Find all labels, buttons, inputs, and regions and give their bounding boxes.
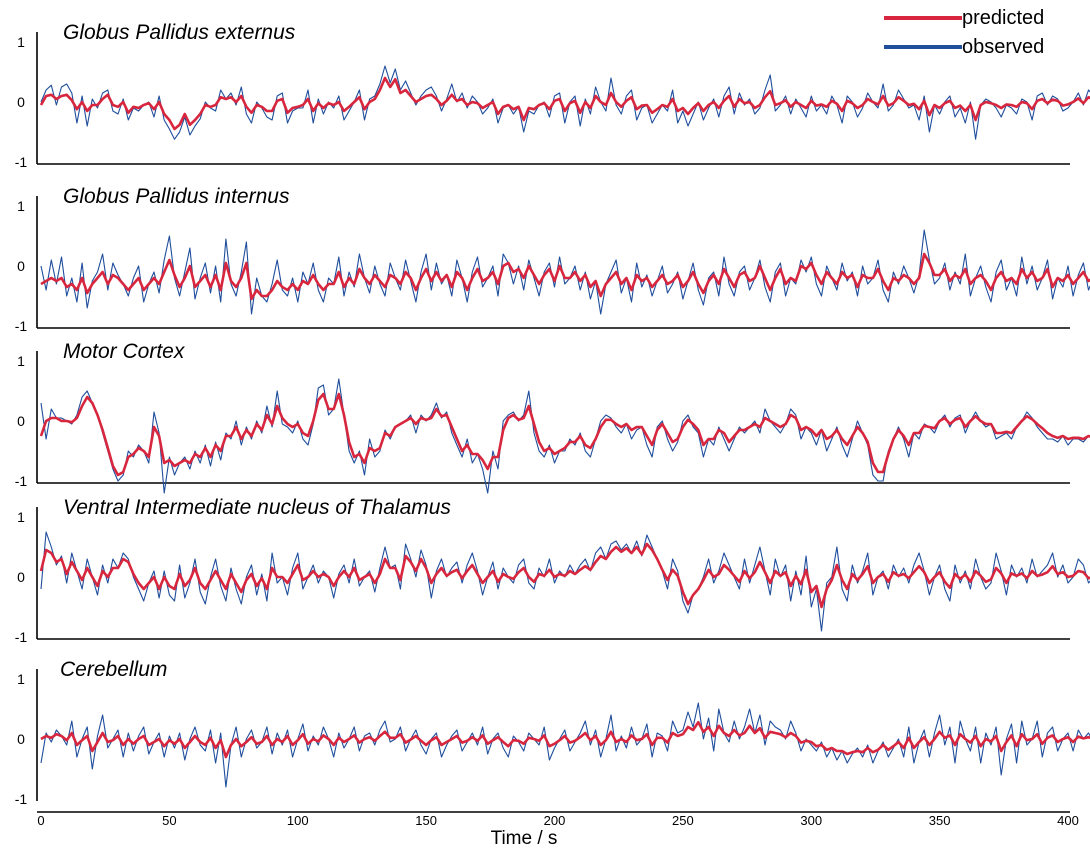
- x-tick-label: 50: [162, 813, 176, 828]
- panel-2-y-tick-label: 0: [17, 258, 25, 274]
- panel-5-y-tick-label: 1: [17, 671, 25, 687]
- panel-1-y-tick-label: 1: [17, 34, 25, 50]
- legend-predicted-label: predicted: [962, 7, 1044, 29]
- panel-2-title: Globus Pallidus internus: [63, 185, 290, 208]
- panel-4-y-tick-label: 1: [17, 509, 25, 525]
- x-tick-label: 400: [1057, 813, 1079, 828]
- x-axis: 0 50 100 150 200 250 300 350 400 Time / s: [37, 811, 1079, 849]
- panel-4-series-observed: [40, 531, 1090, 632]
- panel-2-y-tick-label: -1: [15, 318, 28, 334]
- panel-4-title: Ventral Intermediate nucleus of Thalamus: [63, 496, 451, 519]
- panel-3-y-tick-label: -1: [15, 473, 28, 489]
- x-tick-label: 100: [287, 813, 309, 828]
- panel-1-series-predicted: [39, 76, 1090, 131]
- panel-5-y-tick-label: 0: [17, 731, 25, 747]
- panel-5-y-tick-label: -1: [15, 791, 28, 807]
- x-axis-label: Time / s: [491, 828, 558, 849]
- panel-5: Cerebellum 1 0 -1: [15, 658, 1090, 807]
- x-tick-label: 150: [415, 813, 437, 828]
- panel-2-y-tick-label: 1: [17, 198, 25, 214]
- legend-observed-label: observed: [962, 36, 1044, 58]
- x-tick-label: 350: [929, 813, 951, 828]
- panel-1: Globus Pallidus externus 1 0 -1: [15, 21, 1090, 170]
- panel-4: Ventral Intermediate nucleus of Thalamus…: [15, 496, 1090, 645]
- panel-3-y-tick-label: 1: [17, 353, 25, 369]
- x-tick-label: 300: [800, 813, 822, 828]
- panel-2-series-predicted: [40, 252, 1090, 301]
- panel-3-y-tick-label: 0: [17, 413, 25, 429]
- x-tick-labels: 0 50 100 150 200 250 300 350 400: [37, 813, 1078, 828]
- panel-5-title: Cerebellum: [60, 658, 167, 681]
- x-tick-label: 250: [672, 813, 694, 828]
- panel-2: Globus Pallidus internus 1 0 -1: [15, 185, 1090, 334]
- panel-3-series-predicted: [39, 392, 1090, 477]
- panel-1-y-tick-label: 0: [17, 94, 25, 110]
- panel-2-series-observed: [40, 229, 1090, 315]
- x-tick-label: 0: [37, 813, 44, 828]
- legend: predicted observed: [884, 7, 1044, 58]
- x-tick-label: 200: [544, 813, 566, 828]
- panel-3-series-observed: [40, 378, 1090, 494]
- panel-1-series-observed: [40, 65, 1090, 140]
- panel-3: Motor Cortex 1 0 -1: [15, 340, 1090, 494]
- panel-1-title: Globus Pallidus externus: [63, 21, 296, 44]
- panel-1-y-tick-label: -1: [15, 154, 28, 170]
- panel-3-title: Motor Cortex: [63, 340, 186, 363]
- panel-4-series-predicted: [39, 542, 1090, 609]
- panel-4-y-tick-label: -1: [15, 629, 28, 645]
- panel-4-y-tick-label: 0: [17, 569, 25, 585]
- panel-5-series-predicted: [40, 720, 1090, 759]
